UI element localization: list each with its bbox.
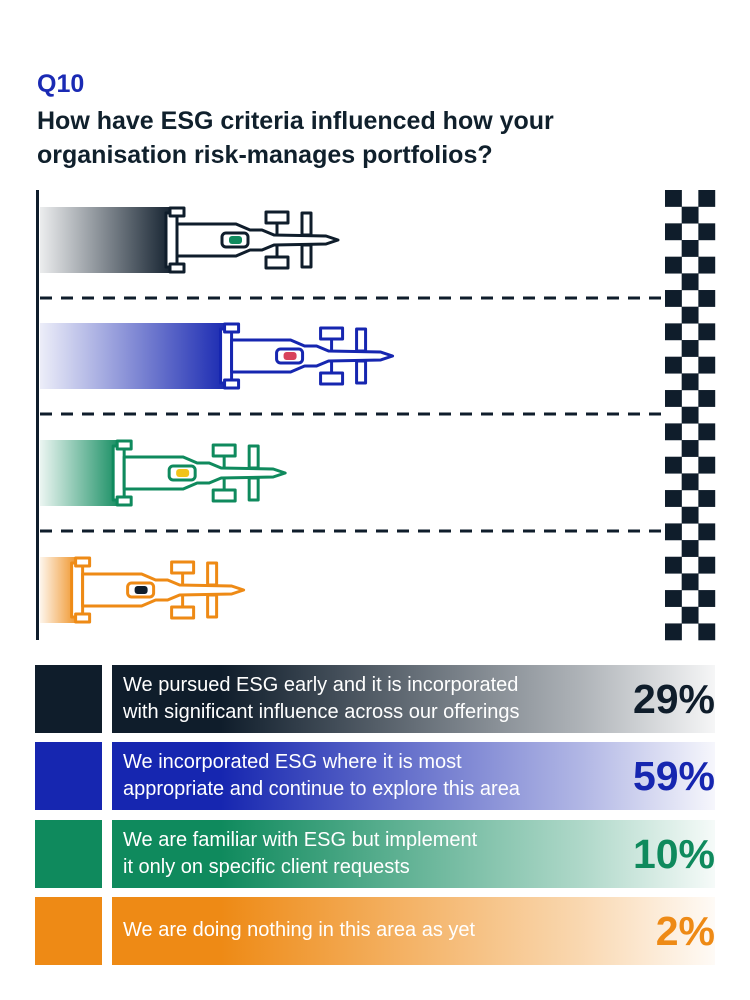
race-car-icon [70,556,246,624]
race-lanes [40,206,395,624]
chart-title: How have ESG criteria influenced how you… [37,107,554,169]
legend-label-line: appropriate and continue to explore this… [123,778,520,800]
legend-label-line: it only on specific client requests [123,856,410,878]
legend-value: 59% [632,753,715,799]
speed-trail [40,323,230,389]
legend-label-line: We pursued ESG early and it is incorpora… [123,674,519,696]
legend-band [112,820,715,888]
race-track-graphic [36,190,716,641]
legend-value: 2% [655,908,715,954]
legend-value: 10% [632,831,715,877]
legend-label: We incorporated ESG where it is most appr… [123,749,613,803]
lane-1 [40,206,340,274]
speed-trail [40,207,175,273]
legend-label: We are familiar with ESG but implement it… [123,827,613,881]
lane-4 [40,556,246,624]
legend-label: We pursued ESG early and it is incorpora… [123,672,613,726]
legend-band [112,742,715,810]
legend-label-line: We are doing nothing in this area as yet [123,919,476,941]
legend-swatch [35,665,102,733]
question-number: Q10 [37,70,85,98]
legend-row: We are familiar with ESG but implement it… [35,820,715,888]
legend-label-line: We incorporated ESG where it is most [123,751,462,773]
legend-swatch [35,820,102,888]
checkered-finish-flag [665,190,716,641]
legend-band [112,665,715,733]
legend-label: We are doing nothing in this area as yet [123,917,613,944]
legend-row: We are doing nothing in this area as yet… [35,897,715,965]
race-car-icon [219,322,395,390]
legend-swatch [35,897,102,965]
lane-2 [40,322,395,390]
legend-row: We incorporated ESG where it is most appr… [35,742,715,810]
legend-row: We pursued ESG early and it is incorpora… [35,665,715,733]
speed-trail [40,440,123,506]
legend-swatch [35,742,102,810]
legend-band [112,897,715,965]
race-car-icon [164,206,340,274]
race-car-icon [111,439,287,507]
lane-3 [40,439,287,507]
legend-value: 29% [632,676,715,722]
legend-label-line: with significant influence across our of… [123,701,520,723]
legend-label-line: We are familiar with ESG but implement [123,829,478,851]
